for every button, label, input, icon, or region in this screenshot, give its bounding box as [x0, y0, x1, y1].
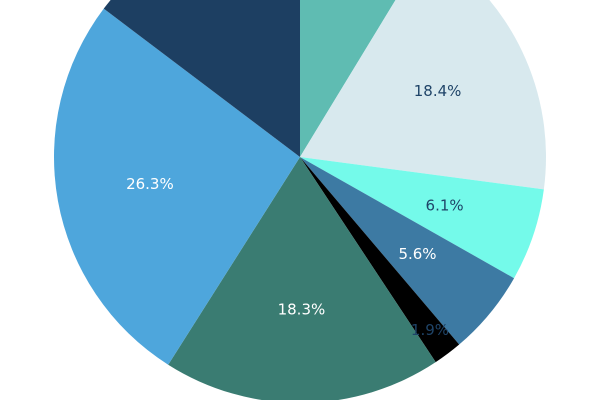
pie-slice-2 — [300, 157, 544, 279]
pie-labels: 18.4% 6.1% 5.6% 1.9% 18.3% 26.3% — [126, 82, 464, 339]
pie-slice-label-3: 5.6% — [398, 245, 436, 263]
pie-slices — [54, 0, 546, 400]
pie-slice-1 — [300, 0, 546, 190]
pie-slice-label-1: 18.4% — [414, 82, 462, 100]
pie-slice-label-5: 18.3% — [278, 301, 326, 319]
pie-slice-label-2: 6.1% — [426, 196, 464, 214]
pie-slice-0 — [300, 0, 396, 157]
pie-slice-label-6: 26.3% — [126, 175, 174, 193]
pie-slice-5 — [168, 157, 436, 400]
pie-slice-6 — [54, 8, 300, 365]
pie-slice-4 — [300, 157, 460, 363]
pie-slice-3 — [300, 157, 515, 345]
pie-slice-7 — [103, 0, 300, 157]
pie-slice-label-4: 1.9% — [411, 321, 449, 339]
